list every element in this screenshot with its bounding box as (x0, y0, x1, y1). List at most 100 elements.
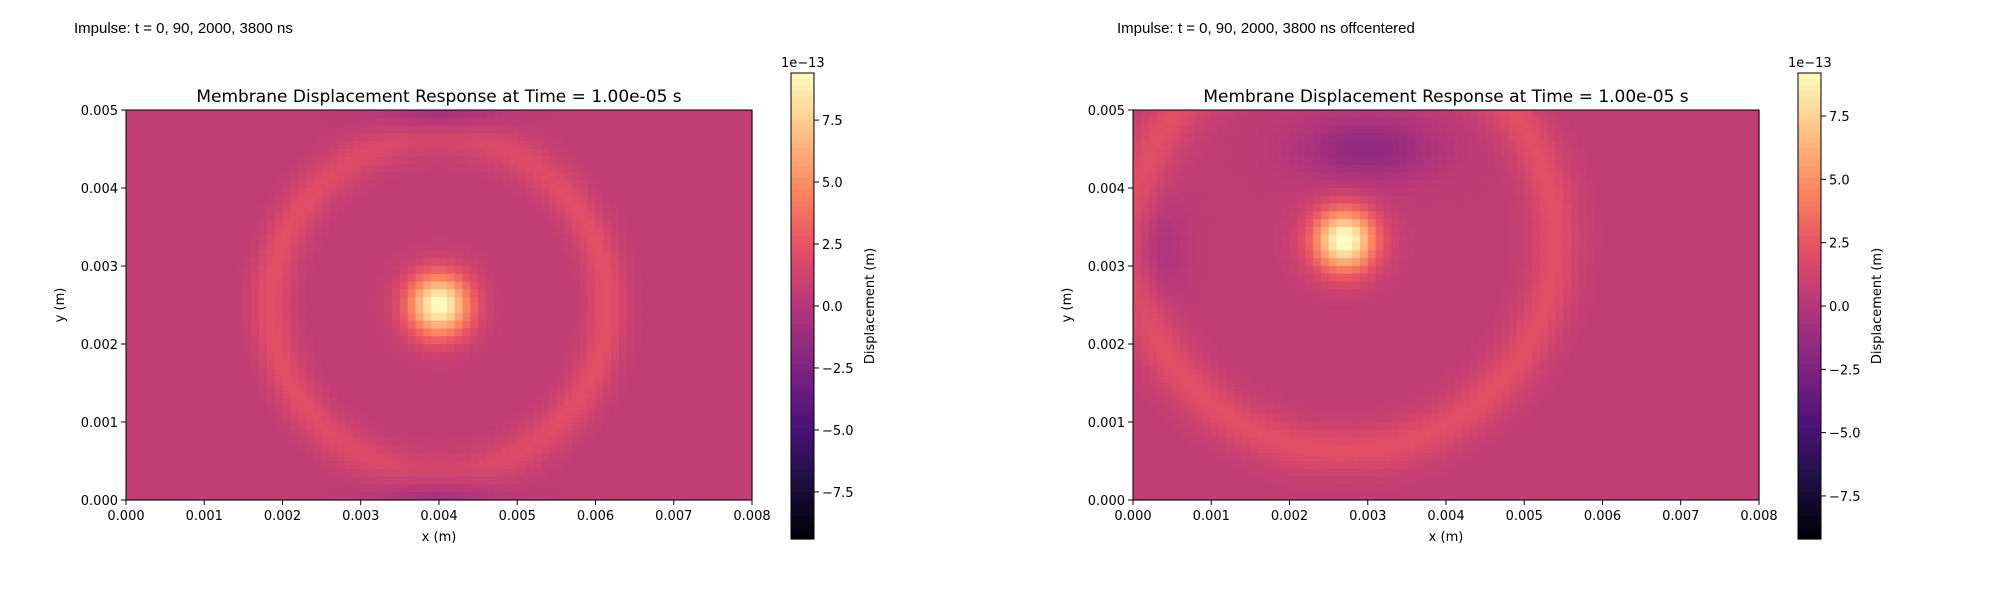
heatmap-cell (454, 344, 464, 353)
heatmap-cell (658, 383, 667, 392)
heatmap-cell (149, 110, 158, 119)
heatmap-cell (642, 398, 651, 407)
heatmap-cell (462, 289, 471, 298)
heatmap-cell (470, 305, 479, 314)
heatmap-cell (431, 242, 440, 251)
heatmap-cell (165, 203, 174, 212)
heatmap-cell (376, 281, 385, 290)
heatmap-cell (212, 453, 221, 462)
heatmap-cell (423, 188, 432, 197)
heatmap-cell (681, 359, 691, 368)
heatmap-cell (634, 250, 644, 259)
heatmap-cell (587, 297, 597, 306)
heatmap-cell (188, 461, 198, 470)
heatmap-cell (478, 125, 487, 134)
heatmap-cell (243, 406, 252, 415)
heatmap-cell (345, 266, 354, 275)
heatmap-cell (1586, 141, 1596, 150)
heatmap-cell (603, 328, 612, 337)
heatmap-cell (572, 203, 581, 212)
heatmap-cell (298, 172, 307, 181)
heatmap-cell (493, 211, 503, 220)
heatmap-cell (548, 172, 557, 181)
heatmap-cell (634, 320, 644, 329)
heatmap-cell (219, 461, 229, 470)
heatmap-cell (298, 336, 307, 345)
heatmap-cell (259, 312, 268, 322)
heatmap-cell (384, 468, 393, 478)
heatmap-cell (1258, 141, 1267, 150)
heatmap-cell (243, 305, 252, 314)
heatmap-cell (595, 125, 604, 134)
heatmap-cell (415, 398, 424, 407)
heatmap-cell (1414, 110, 1424, 119)
heatmap-cell (478, 445, 487, 454)
heatmap-cell (1633, 172, 1643, 181)
heatmap-cell (712, 172, 722, 181)
heatmap-cell (665, 141, 675, 150)
heatmap-cell (634, 227, 644, 236)
heatmap-cell (548, 328, 557, 337)
heatmap-cell (1164, 110, 1173, 119)
heatmap-cell (266, 422, 276, 431)
heatmap-cell (564, 250, 573, 259)
heatmap-cell (501, 273, 511, 283)
heatmap-cell (376, 117, 385, 127)
heatmap-cell (352, 125, 362, 134)
heatmap-cell (157, 367, 166, 376)
heatmap-cell (564, 461, 573, 470)
heatmap-cell (603, 468, 612, 478)
heatmap-cell (321, 242, 331, 251)
heatmap-cell (337, 336, 346, 345)
heatmap-cell (1266, 117, 1275, 127)
heatmap-cell (642, 453, 651, 462)
heatmap-cell (540, 406, 550, 415)
heatmap-cell (618, 445, 628, 454)
heatmap-cell (462, 219, 471, 228)
heatmap-cell (712, 492, 722, 501)
heatmap-cell (744, 266, 753, 275)
heatmap-cell (141, 445, 151, 454)
heatmap-cell (313, 141, 323, 150)
heatmap-cell (579, 172, 589, 181)
heatmap-cell (665, 375, 675, 384)
heatmap-cell (368, 289, 378, 298)
heatmap-cell (298, 406, 307, 415)
heatmap-cell (681, 484, 691, 493)
heatmap-cell (188, 422, 198, 431)
heatmap-cell (133, 484, 143, 493)
heatmap-cell (548, 320, 557, 329)
heatmap-cell (493, 234, 503, 244)
heatmap-cell (188, 344, 198, 353)
heatmap-cell (219, 203, 229, 212)
heatmap-cell (1649, 141, 1658, 150)
heatmap-cell (282, 398, 291, 407)
heatmap-cell (149, 429, 158, 439)
chart-panel-offcentered: Impulse: t = 0, 90, 2000, 3800 ns offcen… (1010, 0, 2000, 600)
heatmap-cell (360, 125, 370, 134)
heatmap-cell (572, 359, 581, 368)
heatmap-cell (595, 359, 604, 368)
heatmap-cell (712, 258, 722, 267)
heatmap-cell (329, 156, 338, 166)
heatmap-cell (337, 297, 346, 306)
heatmap-cell (712, 422, 722, 431)
heatmap-cell (658, 180, 667, 189)
heatmap-cell (525, 461, 534, 470)
colorbar-segment (791, 300, 814, 307)
heatmap-cell (681, 211, 691, 220)
heatmap-cell (376, 484, 385, 493)
heatmap-cell (1195, 133, 1205, 142)
heatmap-cell (188, 367, 198, 376)
heatmap-cell (525, 266, 534, 275)
heatmap-cell (407, 429, 417, 439)
heatmap-cell (368, 414, 378, 423)
heatmap-cell (579, 125, 589, 134)
heatmap-cell (1383, 117, 1392, 127)
heatmap-cell (1258, 172, 1267, 181)
heatmap-cell (165, 227, 174, 236)
heatmap-cell (1532, 110, 1541, 119)
heatmap-cell (1344, 125, 1353, 134)
heatmap-cell (728, 242, 737, 251)
x-tick-label: 0.003 (342, 509, 379, 524)
